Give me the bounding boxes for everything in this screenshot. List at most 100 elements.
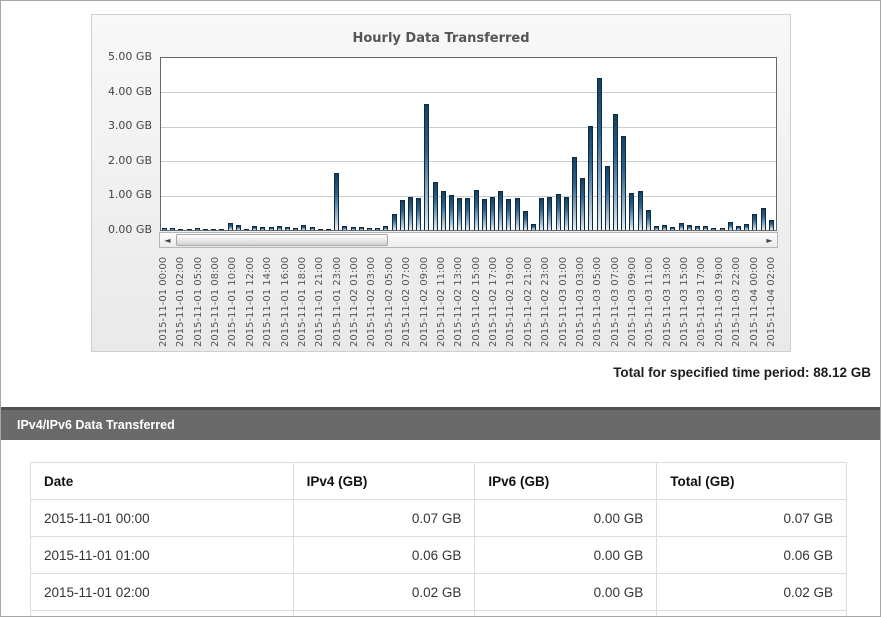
- data-bar: [268, 226, 274, 230]
- data-bar: [293, 227, 299, 230]
- x-axis-tick: 2015-11-02 07:00: [401, 256, 413, 347]
- data-bar: [219, 228, 225, 230]
- data-bar: [457, 197, 463, 230]
- cell-empty: [656, 610, 847, 616]
- data-bar: [358, 227, 364, 230]
- table-row: 2015-11-01 00:00 0.07 GB 0.00 GB 0.07 GB: [30, 499, 847, 537]
- data-bar: [342, 225, 348, 230]
- x-axis-tick: 2015-11-01 23:00: [331, 256, 343, 347]
- x-axis-tick: 2015-11-03 01:00: [557, 256, 569, 347]
- ip-data-table: Date IPv4 (GB) IPv6 (GB) Total (GB) 2015…: [30, 462, 847, 616]
- y-axis-tick: 1.00 GB: [107, 188, 152, 202]
- table-row-partial: [30, 610, 847, 616]
- table-section-title: IPv4/IPv6 Data Transferred: [17, 418, 175, 432]
- data-bar: [424, 104, 430, 230]
- data-bar: [399, 200, 405, 230]
- scroll-right-arrow-icon[interactable]: ►: [766, 235, 773, 245]
- data-bar: [317, 228, 323, 230]
- chart-scrollbar[interactable]: ◄ ►: [159, 232, 778, 248]
- data-bar: [178, 228, 184, 230]
- scrollbar-thumb[interactable]: [176, 234, 388, 246]
- data-bar: [432, 181, 438, 230]
- cell-date: 2015-11-01 01:00: [30, 536, 294, 574]
- cell-value: 0.00 GB: [474, 499, 658, 537]
- data-bar: [227, 223, 233, 230]
- y-axis-tick: 5.00 GB: [107, 50, 152, 63]
- data-bar: [572, 156, 577, 230]
- data-bar: [211, 228, 217, 230]
- x-axis-tick: 2015-11-02 01:00: [349, 256, 361, 347]
- data-bar: [481, 199, 487, 230]
- x-axis-tick: 2015-11-03 03:00: [574, 256, 586, 347]
- x-axis-tick: 2015-11-02 21:00: [522, 256, 534, 347]
- data-bar: [440, 191, 446, 230]
- data-bar: [670, 226, 676, 230]
- data-bar: [613, 113, 618, 230]
- x-axis-tick: 2015-11-02 03:00: [366, 256, 378, 347]
- scroll-left-arrow-icon[interactable]: ◄: [164, 235, 171, 245]
- column-header-ipv4: IPv4 (GB): [292, 462, 476, 500]
- data-bar: [334, 173, 340, 230]
- data-bar: [490, 196, 495, 230]
- data-bar: [408, 196, 413, 230]
- data-bar: [416, 198, 422, 230]
- data-bar: [350, 226, 356, 230]
- x-axis-tick: 2015-11-03 11:00: [644, 256, 656, 347]
- x-axis-tick: 2015-11-01 18:00: [296, 256, 308, 347]
- data-bar: [719, 227, 725, 230]
- x-axis-tick: 2015-11-01 00:00: [158, 256, 169, 347]
- table-section-header: IPv4/IPv6 Data Transferred: [1, 407, 880, 440]
- x-axis-tick: 2015-11-01 12:00: [244, 256, 256, 347]
- data-bar: [309, 227, 315, 230]
- column-header-date: Date: [30, 462, 294, 500]
- data-bar: [506, 198, 512, 230]
- data-bar: [301, 225, 307, 230]
- data-bar: [285, 227, 290, 230]
- x-axis-tick: 2015-11-02 17:00: [488, 256, 500, 347]
- data-bar: [588, 126, 594, 230]
- data-bar: [604, 166, 610, 230]
- x-axis-tick: 2015-11-03 17:00: [696, 256, 708, 347]
- x-axis-tick: 2015-11-01 16:00: [279, 256, 291, 347]
- gridline: [161, 161, 776, 163]
- data-bar: [383, 225, 389, 230]
- x-axis-tick: 2015-11-02 05:00: [383, 256, 395, 347]
- data-bar: [654, 225, 659, 230]
- data-bar: [768, 219, 774, 230]
- data-bar: [760, 207, 766, 230]
- chart-title: Hourly Data Transferred: [352, 31, 530, 46]
- data-bar: [678, 223, 684, 230]
- y-axis-tick: 2.00 GB: [107, 153, 152, 167]
- x-axis-tick: 2015-11-01 05:00: [192, 256, 204, 347]
- x-axis-tick: 2015-11-01 14:00: [262, 256, 274, 347]
- x-axis-tick: 2015-11-02 09:00: [418, 256, 430, 347]
- x-axis-tick: 2015-11-03 22:00: [731, 256, 743, 347]
- cell-value: 0.06 GB: [656, 536, 847, 574]
- data-bar: [375, 227, 381, 230]
- x-axis-tick: 2015-11-02 11:00: [435, 256, 447, 347]
- data-bar: [637, 191, 643, 230]
- y-axis-tick: 0.00 GB: [107, 223, 152, 236]
- data-bar: [752, 213, 758, 230]
- x-axis-tick: 2015-11-01 02:00: [175, 256, 187, 347]
- data-bar: [162, 227, 167, 230]
- cell-value: 0.07 GB: [292, 499, 476, 537]
- data-bar: [391, 214, 397, 230]
- cell-value: 0.00 GB: [474, 536, 658, 574]
- x-axis-tick: 2015-11-03 13:00: [661, 256, 673, 347]
- cell-value: 0.02 GB: [656, 573, 847, 611]
- data-bar: [711, 228, 717, 230]
- data-bar: [531, 223, 536, 230]
- x-axis-tick: 2015-11-03 07:00: [609, 256, 621, 347]
- table-row: 2015-11-01 02:00 0.02 GB 0.00 GB 0.02 GB: [30, 573, 847, 611]
- x-axis-tick: 2015-11-03 19:00: [713, 256, 725, 347]
- data-bar: [186, 228, 192, 230]
- data-bar: [498, 190, 504, 230]
- x-axis-tick: 2015-11-04 02:00: [765, 256, 777, 347]
- x-axis-tick: 2015-11-01 08:00: [210, 256, 222, 347]
- plot-area: [160, 57, 777, 231]
- data-bar: [326, 228, 331, 230]
- table-row: 2015-11-01 01:00 0.06 GB 0.00 GB 0.06 GB: [30, 536, 847, 574]
- data-bar: [203, 228, 208, 230]
